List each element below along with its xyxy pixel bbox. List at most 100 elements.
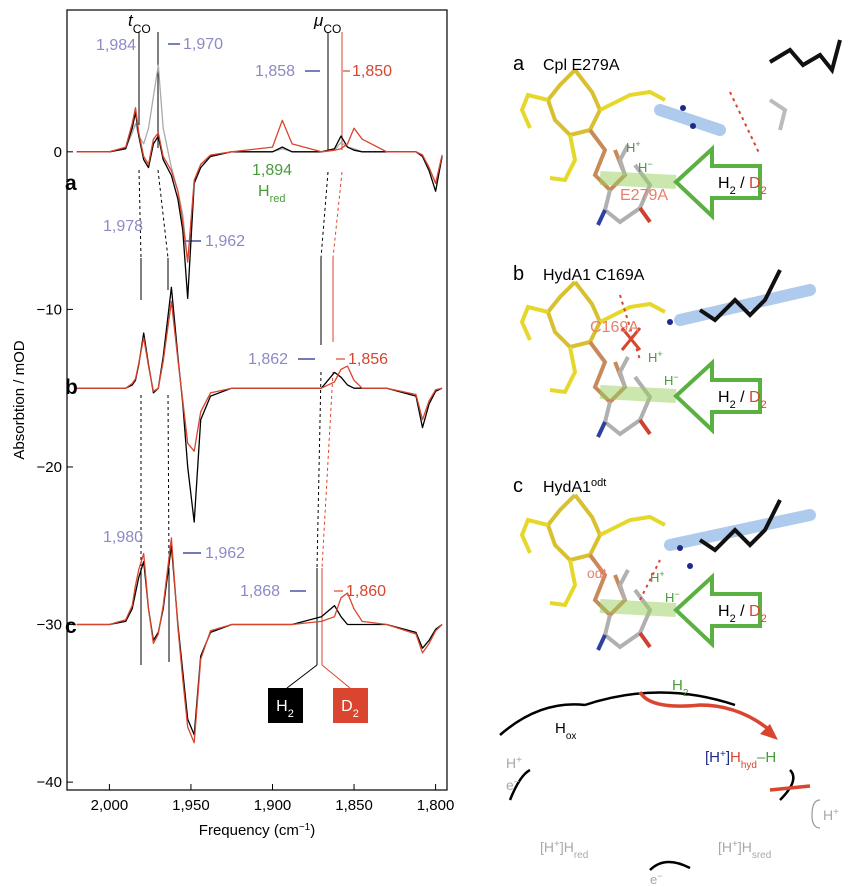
annotation: 1,978 — [103, 218, 143, 235]
text-part: ] — [726, 749, 730, 766]
text-part: [H — [540, 839, 554, 855]
text-part: a — [513, 53, 525, 75]
text-part: 1,962 — [205, 545, 245, 562]
text-part: ]H — [560, 839, 574, 855]
text-part: 1,962 — [205, 233, 245, 250]
legend-label: H2 — [276, 698, 294, 720]
annotation: 1,980 — [103, 529, 143, 546]
text-part: H — [730, 749, 741, 766]
text-part: H — [823, 807, 833, 823]
text-part: 1,862 — [248, 351, 288, 368]
text-part: −1 — [299, 822, 311, 833]
text-part: 1,984 — [96, 37, 136, 54]
cycle — [499, 691, 821, 871]
text-part: H — [276, 698, 288, 715]
text-part: red — [574, 850, 588, 861]
legend-swatch — [333, 688, 368, 723]
text-part: 2 — [761, 185, 767, 197]
text-part: hyd — [741, 760, 757, 771]
text-part: 1,850 — [352, 63, 392, 80]
text-part: + — [554, 839, 560, 850]
text-part: –H — [757, 749, 776, 766]
diagram-label: H2 / D2 — [718, 603, 767, 625]
text-part: HydA1 C169A — [543, 267, 645, 284]
diagram-label: H2 / D2 — [718, 175, 767, 197]
diagram-label: odt — [587, 565, 607, 581]
diagram-label: a — [513, 53, 525, 75]
diagram-label: HydA1odt — [543, 477, 606, 496]
diagram-label: H2 / D2 — [718, 389, 767, 411]
text-part: red — [270, 193, 286, 205]
text-part: ox — [566, 731, 577, 742]
y-tick-label: −30 — [37, 617, 62, 634]
text-part: H — [665, 590, 674, 605]
annotation: 1,962 — [205, 233, 245, 250]
text-part: H — [718, 175, 730, 192]
molecule-a — [520, 39, 842, 227]
text-part: / — [736, 175, 749, 192]
text-part: [H — [705, 749, 720, 766]
text-part: b — [513, 263, 524, 285]
diagram-label: [H+]Hsred — [718, 839, 771, 861]
text-part: 2 — [730, 613, 736, 625]
diagram-label: e− — [506, 777, 520, 794]
text-part: H — [555, 720, 566, 737]
text-part: CO — [323, 22, 341, 36]
text-part: + — [657, 349, 662, 359]
diagram-label: H− — [665, 589, 680, 605]
text-part: E279A — [620, 187, 668, 204]
y-tick-label: −40 — [37, 774, 62, 791]
spectrum-line — [76, 286, 443, 523]
text-part: [H — [718, 839, 732, 855]
text-part: 1,894 — [252, 162, 292, 179]
annotation: 1,860 — [346, 583, 386, 600]
guide-lines — [138, 32, 351, 689]
text-part: − — [674, 589, 679, 599]
text-part: CO — [133, 22, 151, 36]
text-part: 2 — [730, 399, 736, 411]
x-axis-label: Frequency (cm−1) — [199, 822, 315, 840]
text-part: b — [65, 376, 78, 399]
annotation: 1,868 — [240, 583, 280, 600]
text-part: e — [650, 872, 657, 887]
diagram-label: Cpl E279A — [543, 57, 620, 74]
text-part: + — [833, 807, 839, 818]
text-part: − — [647, 159, 652, 169]
text-part: odt — [587, 565, 607, 581]
annotation: 1,984 — [96, 37, 136, 54]
text-part: 1,970 — [183, 36, 223, 53]
spectrum-line — [76, 107, 443, 263]
text-part: 1,868 — [240, 583, 280, 600]
text-part: / — [736, 389, 749, 406]
diagram-label: H− — [664, 372, 679, 388]
annotation: 1,858 — [255, 63, 295, 80]
text-part: HydA1 — [543, 479, 591, 496]
annotation: c — [65, 615, 77, 638]
diagram-label: E279A — [620, 187, 668, 204]
y-tick-label: 0 — [54, 144, 62, 161]
text-part: − — [514, 777, 520, 788]
text-part: μ — [313, 11, 324, 30]
diagram-label: H+ — [648, 349, 663, 365]
diagram-label: HydA1 C169A — [543, 267, 645, 284]
diagram-label: [H+]Hhyd–H — [705, 749, 776, 771]
text-part: 1,856 — [348, 351, 388, 368]
text-part: Cpl E279A — [543, 57, 620, 74]
spectrum-line — [76, 537, 443, 744]
text-part: 2 — [761, 399, 767, 411]
plot-frame — [66, 9, 448, 791]
annotation: b — [65, 376, 78, 399]
text-part: 2 — [683, 688, 689, 699]
diagram-label: C169A — [590, 319, 639, 336]
text-part: t — [128, 11, 134, 30]
diagram-label: H2 — [672, 677, 689, 699]
x-tick-label: 1,950 — [172, 797, 210, 814]
text-part: 1,858 — [255, 63, 295, 80]
text-part: 1,980 — [103, 529, 143, 546]
text-part: 2 — [353, 708, 359, 720]
text-part: H — [506, 755, 516, 771]
text-part: D — [341, 698, 353, 715]
annotation: 1,862 — [248, 351, 288, 368]
text-part: Frequency (cm — [199, 822, 299, 839]
